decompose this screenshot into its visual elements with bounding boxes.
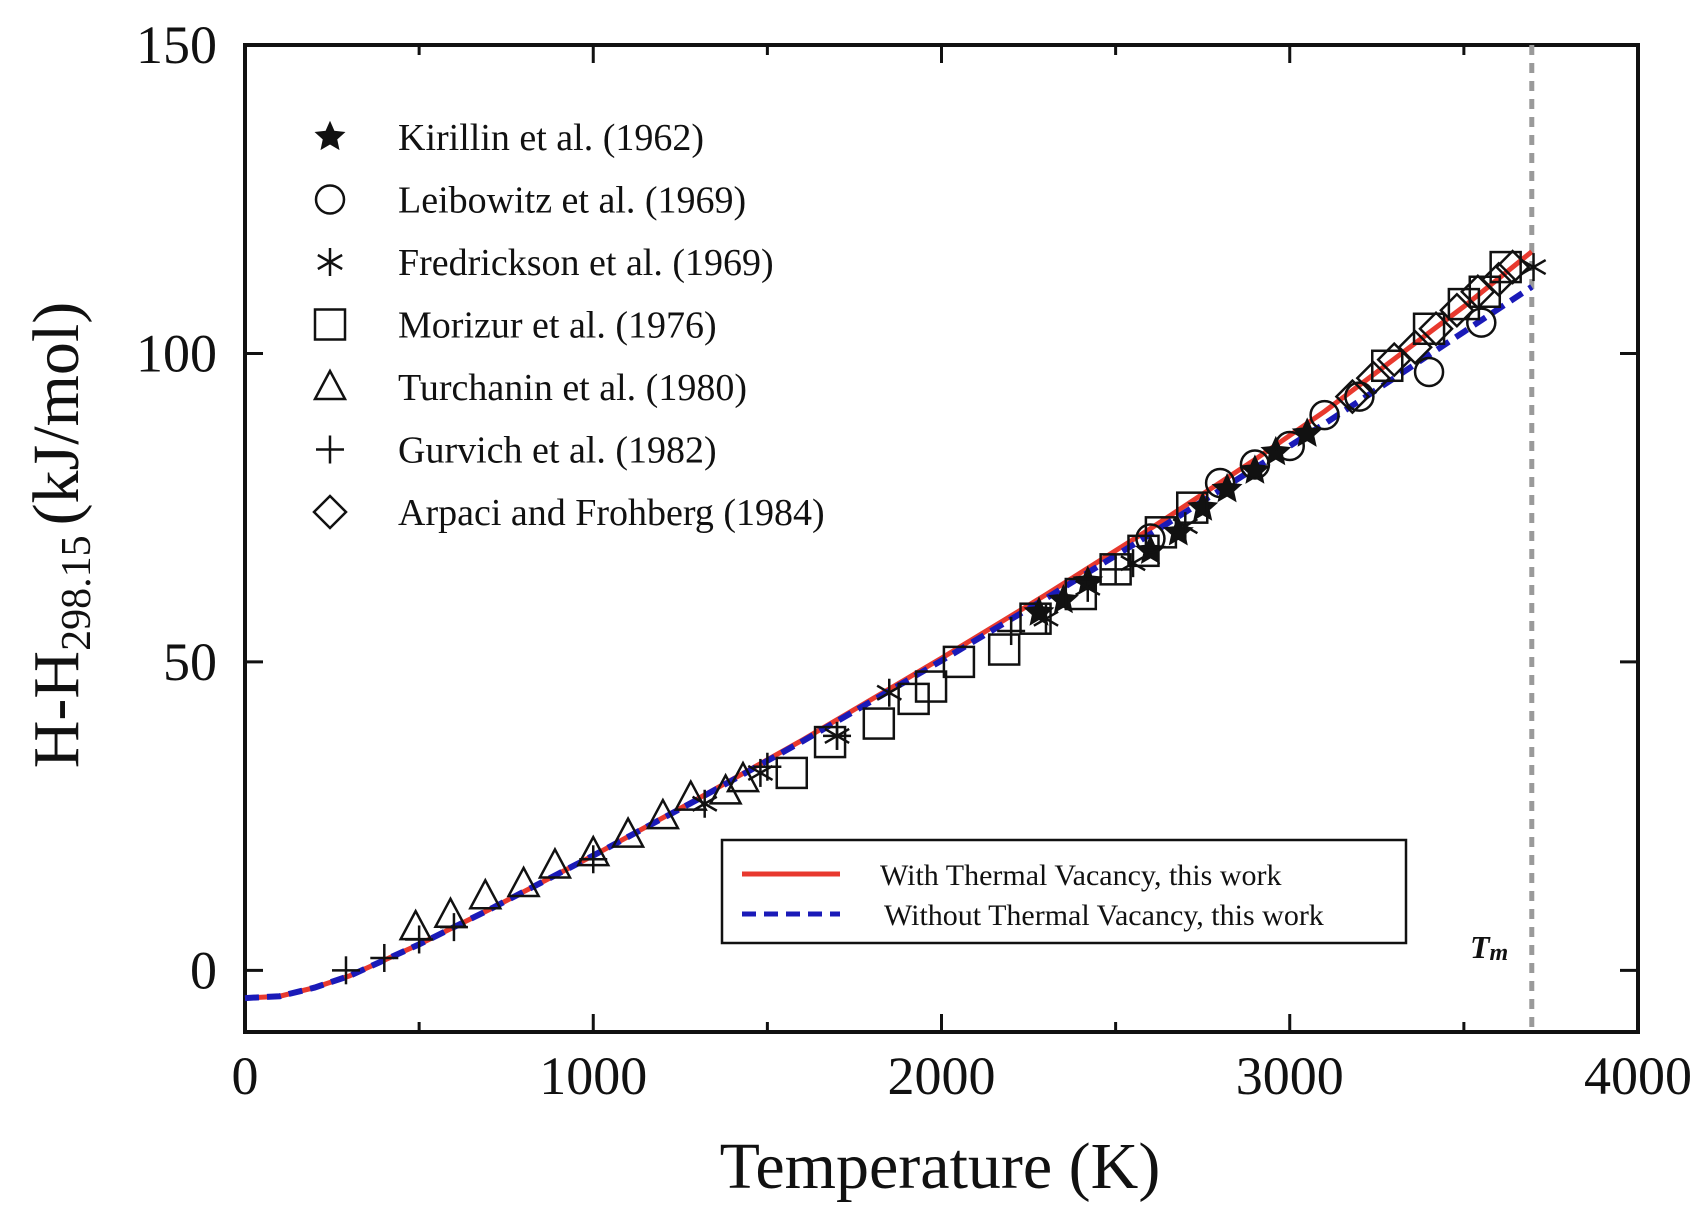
axis-ticks: [243, 43, 1640, 1032]
legend-label: Fredrickson et al. (1969): [398, 242, 774, 284]
y-axis-title-unit: (kJ/mol): [20, 302, 93, 526]
legend-label: Arpaci and Frohberg (1984): [398, 492, 825, 534]
asterisk-arm: [691, 795, 718, 812]
marker-triangle: [610, 815, 646, 848]
legend-label: Turchanin et al. (1980): [398, 367, 747, 409]
melting-point-label-main: T: [1470, 929, 1491, 965]
marker-square: [775, 756, 809, 790]
marker-diamond: [1355, 360, 1392, 396]
asterisk-arm: [1120, 555, 1146, 572]
asterisk-arm: [317, 253, 343, 271]
marker-triangle: [398, 908, 433, 941]
marker-square: [1064, 577, 1098, 611]
marker-triangle: [537, 846, 573, 879]
marker-circle: [1344, 381, 1375, 412]
marker-diamond: [1494, 249, 1531, 285]
legend-line-label: With Thermal Vacancy, this work: [880, 859, 1281, 892]
marker-plus: [331, 956, 360, 985]
legend-line-label: Without Thermal Vacancy, this work: [884, 899, 1324, 932]
marker-asterisk: [1120, 549, 1146, 578]
melting-point-label-sub: m: [1490, 940, 1509, 966]
marker-plus: [997, 617, 1026, 646]
marker-circle: [1204, 467, 1236, 499]
marker-square: [813, 725, 847, 759]
legend-label: Morizur et al. (1976): [398, 305, 717, 347]
marker-square: [897, 682, 930, 716]
legend-label: Gurvich et al. (1982): [398, 430, 717, 472]
y-axis-title-sub: 298.15: [54, 535, 100, 651]
legend-marker-triangle: [312, 368, 348, 401]
legend-label: Kirillin et al. (1962): [398, 117, 704, 159]
marker-circle: [1309, 399, 1340, 431]
legend-marker-asterisk: [317, 248, 343, 276]
marker-diamond: [1334, 378, 1371, 415]
marker-square: [987, 633, 1021, 666]
x-axis-title: Temperature (K): [720, 1130, 1161, 1203]
legend-marker-diamond: [312, 494, 348, 530]
marker-triangle: [506, 865, 541, 898]
legend-marker-circle: [314, 184, 346, 215]
marker-square: [914, 670, 948, 703]
marker-plus: [405, 925, 434, 954]
marker-diamond: [1397, 329, 1433, 366]
marker-triangle: [725, 760, 761, 793]
marker-square: [1127, 534, 1160, 568]
marker-plus: [439, 913, 468, 942]
marker-circle: [1274, 430, 1305, 462]
y-tick-label: 100: [136, 323, 217, 383]
legend-markers: Kirillin et al. (1962) Leibowitz et al. (…: [312, 117, 825, 534]
legend-marker-plus: [316, 435, 344, 464]
marker-square: [1489, 250, 1522, 284]
y-tick-label: 50: [163, 632, 217, 692]
marker-square: [1144, 516, 1178, 549]
marker-plus: [823, 721, 852, 750]
y-tick-label: 0: [190, 940, 217, 1000]
marker-circle: [1135, 523, 1166, 554]
data-markers: [331, 249, 1547, 985]
legend-label: Leibowitz et al. (1969): [398, 180, 746, 222]
y-axis-title-main: H-H: [20, 651, 93, 768]
marker-square: [1099, 553, 1132, 586]
marker-circle: [1466, 307, 1497, 338]
marker-triangle: [673, 778, 708, 811]
marker-triangle: [708, 772, 743, 805]
legend-lines: With Thermal Vacancy, this work Without T…: [720, 838, 1408, 945]
marker-square: [1019, 602, 1052, 635]
asterisk-arm: [876, 684, 903, 701]
line-legend-box: [720, 838, 1408, 945]
marker-triangle: [645, 797, 680, 830]
marker-triangle: [468, 877, 503, 910]
marker-square: [862, 707, 896, 740]
x-tick-label: 1000: [539, 1046, 647, 1106]
marker-star: [1187, 491, 1219, 521]
marker-star: [1047, 583, 1079, 614]
asterisk-arm: [1033, 610, 1059, 627]
marker-asterisk: [1033, 604, 1059, 633]
melting-point-label: Tm: [1470, 929, 1508, 966]
legend-marker-star: [314, 120, 346, 151]
y-axis-title: H-H298.15 (kJ/mol): [20, 302, 100, 768]
x-tick-label: 3000: [1236, 1046, 1344, 1106]
tick-labels: 0 1000 2000 3000 4000 0 50 100 150: [136, 15, 1692, 1106]
marker-plus: [1101, 555, 1130, 584]
legend-marker-square: [313, 308, 347, 341]
x-tick-label: 2000: [888, 1046, 996, 1106]
marker-diamond: [1439, 292, 1475, 329]
y-tick-label: 150: [136, 15, 217, 75]
marker-square: [942, 645, 976, 679]
x-tick-label: 4000: [1584, 1046, 1692, 1106]
marker-plus: [753, 752, 782, 781]
marker-asterisk: [876, 678, 903, 707]
x-tick-label: 0: [232, 1046, 259, 1106]
marker-diamond: [1480, 261, 1517, 298]
marker-plus: [579, 845, 608, 874]
marker-square: [1175, 491, 1209, 524]
marker-plus: [370, 943, 399, 972]
marker-circle: [1239, 449, 1271, 480]
marker-diamond: [1418, 310, 1454, 347]
marker-circle: [1413, 356, 1445, 388]
